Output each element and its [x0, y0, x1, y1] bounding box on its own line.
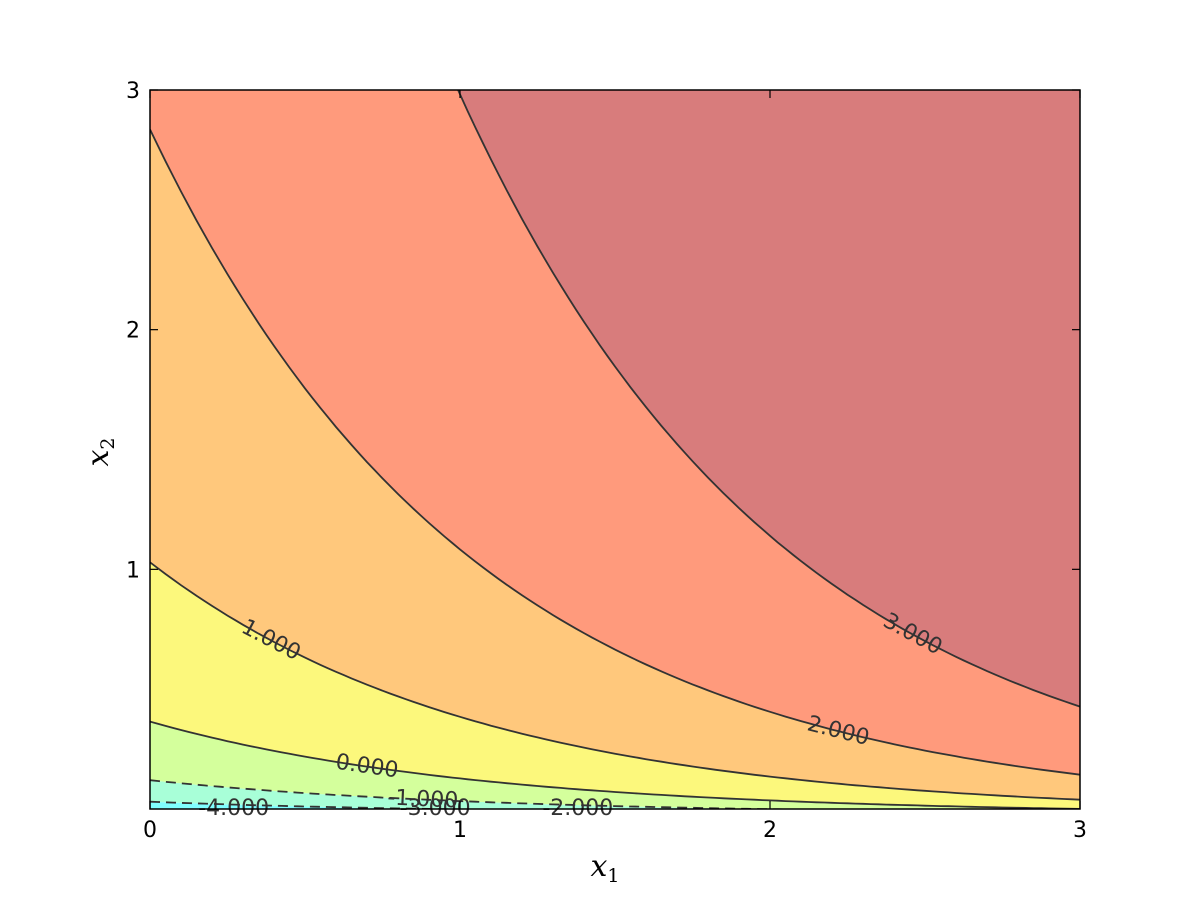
y-tick-label: 2: [126, 319, 140, 344]
contour-line: [150, 129, 1080, 776]
x-tick-label: 1: [453, 818, 467, 843]
x-tick-label: 0: [143, 818, 157, 843]
contour-lines: [150, 90, 1080, 815]
contour-line: [457, 90, 1080, 708]
contour-band: [150, 810, 1080, 815]
x-tick-label: 2: [763, 818, 777, 843]
contour-band: [150, 813, 1080, 829]
contour-line: [150, 720, 1080, 809]
contour-line: [150, 779, 821, 809]
contour-line: [150, 808, 166, 809]
axis-ticks: 0 1 2 3 1 2 3: [126, 79, 1087, 843]
contour-line: [150, 813, 1080, 815]
contour-band: [150, 562, 1080, 809]
plot-frame: [149, 89, 1081, 810]
contour-band: [458, 90, 1080, 707]
x-axis-label: x1: [590, 849, 619, 887]
contour-band: [150, 90, 1080, 775]
x-tick-label: 3: [1073, 818, 1087, 843]
y-tick-label: 1: [126, 558, 140, 583]
contour-line: [150, 561, 1080, 801]
y-tick-label: 3: [126, 79, 140, 104]
contour-band: [150, 721, 1080, 809]
contour-band: [150, 780, 759, 809]
contour-bands: [150, 90, 1080, 829]
y-axis-label: x2: [81, 437, 119, 466]
contour-band: [150, 801, 433, 809]
contour-band: [150, 129, 1080, 800]
